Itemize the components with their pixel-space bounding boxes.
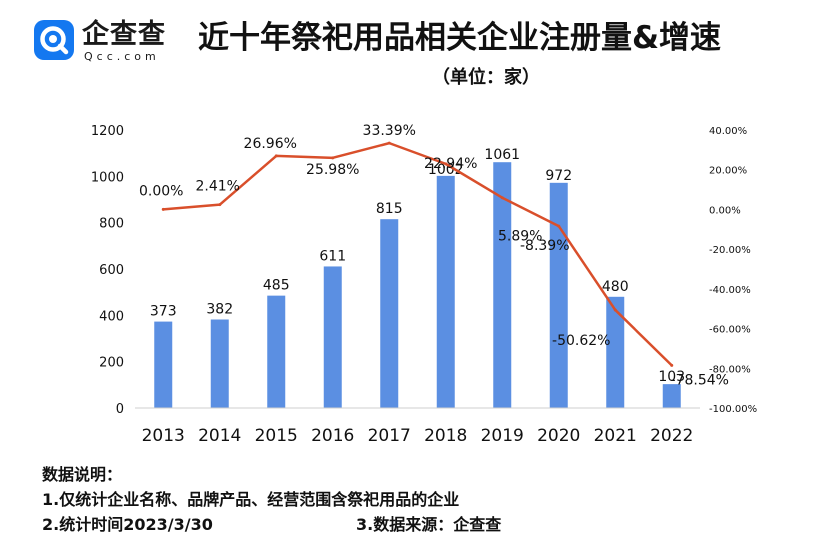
x-tick-2017: 2017: [368, 426, 411, 446]
bar-label-2017: 815: [376, 201, 403, 217]
x-tick-2015: 2015: [255, 426, 298, 446]
bar-2016: [323, 266, 342, 408]
x-tick-2022: 2022: [650, 426, 693, 446]
growth-label-2019: 5.89%: [498, 229, 542, 245]
bar-2014: [210, 319, 229, 408]
y-right-tick-3: -40.00%: [709, 285, 751, 296]
growth-label-2015: 26.96%: [244, 136, 297, 152]
growth-point-2021: [613, 308, 617, 312]
notes-line-1: 1.仅统计企业名称、品牌产品、经营范围含祭祀用品的企业: [42, 490, 460, 509]
bar-2013: [154, 321, 173, 408]
y-right-tick-6: 20.00%: [709, 166, 747, 177]
notes-line-2-text: 2.统计时间2023/3/30: [42, 515, 213, 534]
growth-label-2018: 22.94%: [424, 156, 477, 172]
bar-label-2018: 1002: [428, 162, 464, 178]
chart-title: 近十年祭祀用品相关企业注册量&增速: [198, 20, 722, 56]
x-tick-2016: 2016: [311, 426, 354, 446]
bar-label-2019: 1061: [484, 147, 520, 163]
y-right-tick-0: -100.00%: [709, 404, 757, 415]
growth-point-2019: [500, 196, 504, 200]
notes-line-3: 3.数据来源：企查查: [356, 515, 502, 534]
y-left-tick-0: 0: [116, 402, 124, 417]
notes-heading: 数据说明：: [42, 465, 123, 484]
growth-label-2020: -8.39%: [520, 238, 570, 254]
growth-line: [163, 141, 673, 367]
qcc-logo-icon: [34, 20, 74, 60]
growth-point-2017: [387, 141, 391, 145]
growth-label-2016: 25.98%: [306, 162, 359, 178]
y-left-tick-800: 800: [99, 217, 124, 232]
x-tick-2013: 2013: [142, 426, 185, 446]
bar-label-2014: 382: [206, 302, 233, 318]
bar-2017: [380, 219, 399, 408]
x-tick-2021: 2021: [594, 426, 637, 446]
y-right-tick-5: 0.00%: [709, 205, 741, 216]
notes-line-2: 2.统计时间2023/3/30 3.数据来源：企查查: [42, 512, 501, 537]
bar-label-2020: 972: [545, 168, 572, 184]
growth-point-2015: [274, 154, 278, 158]
growth-label-2014: 2.41%: [196, 179, 240, 195]
growth-point-2022: [670, 363, 674, 367]
x-tick-2019: 2019: [481, 426, 524, 446]
combo-chart: 373 382 485 611 815 1002 1061 972 480 103 0.00% 2.…: [91, 123, 757, 446]
bar-2015: [267, 295, 286, 408]
growth-point-2018: [444, 162, 448, 166]
growth-label-2022: -78.54%: [671, 372, 729, 388]
growth-point-2016: [331, 156, 335, 160]
y-left-tick-600: 600: [99, 263, 124, 278]
bar-label-2022: 103: [658, 369, 685, 385]
bar-label-2015: 485: [263, 278, 290, 294]
bar-2021: [606, 296, 625, 408]
growth-point-2013: [161, 207, 165, 211]
x-tick-2014: 2014: [198, 426, 241, 446]
bar-2018: [436, 175, 455, 408]
bar-2022: [662, 384, 681, 408]
growth-label-2021: -50.62%: [552, 333, 610, 349]
y-right-tick-1: -80.00%: [709, 364, 751, 375]
growth-point-2014: [218, 203, 222, 207]
bar-label-2021: 480: [602, 279, 629, 295]
bar-2020: [549, 182, 568, 408]
data-notes: 数据说明： 1.仅统计企业名称、品牌产品、经营范围含祭祀用品的企业 2.统计时间…: [42, 462, 501, 537]
y-right-tick-7: 40.00%: [709, 126, 747, 137]
x-tick-2018: 2018: [424, 426, 467, 446]
y-left-tick-1000: 1000: [91, 170, 124, 185]
bar-label-2013: 373: [150, 304, 177, 320]
y-left-tick-1200: 1200: [91, 124, 124, 139]
growth-label-2013: 0.00%: [139, 183, 183, 199]
y-left-tick-200: 200: [99, 356, 124, 371]
x-tick-2020: 2020: [537, 426, 580, 446]
brand-logo: 企查查 Qcc.com: [34, 18, 184, 66]
brand-domain: Qcc.com: [84, 50, 160, 63]
y-left-tick-400: 400: [99, 309, 124, 324]
brand-name: 企查查: [82, 19, 166, 50]
growth-label-2017: 33.39%: [363, 123, 416, 139]
unit-label: （单位：家）: [432, 67, 540, 88]
y-right-tick-2: -60.00%: [709, 325, 751, 336]
bar-label-2016: 611: [319, 248, 346, 264]
bar-2019: [493, 162, 512, 408]
y-right-tick-4: -20.00%: [709, 245, 751, 256]
growth-point-2020: [557, 224, 561, 228]
